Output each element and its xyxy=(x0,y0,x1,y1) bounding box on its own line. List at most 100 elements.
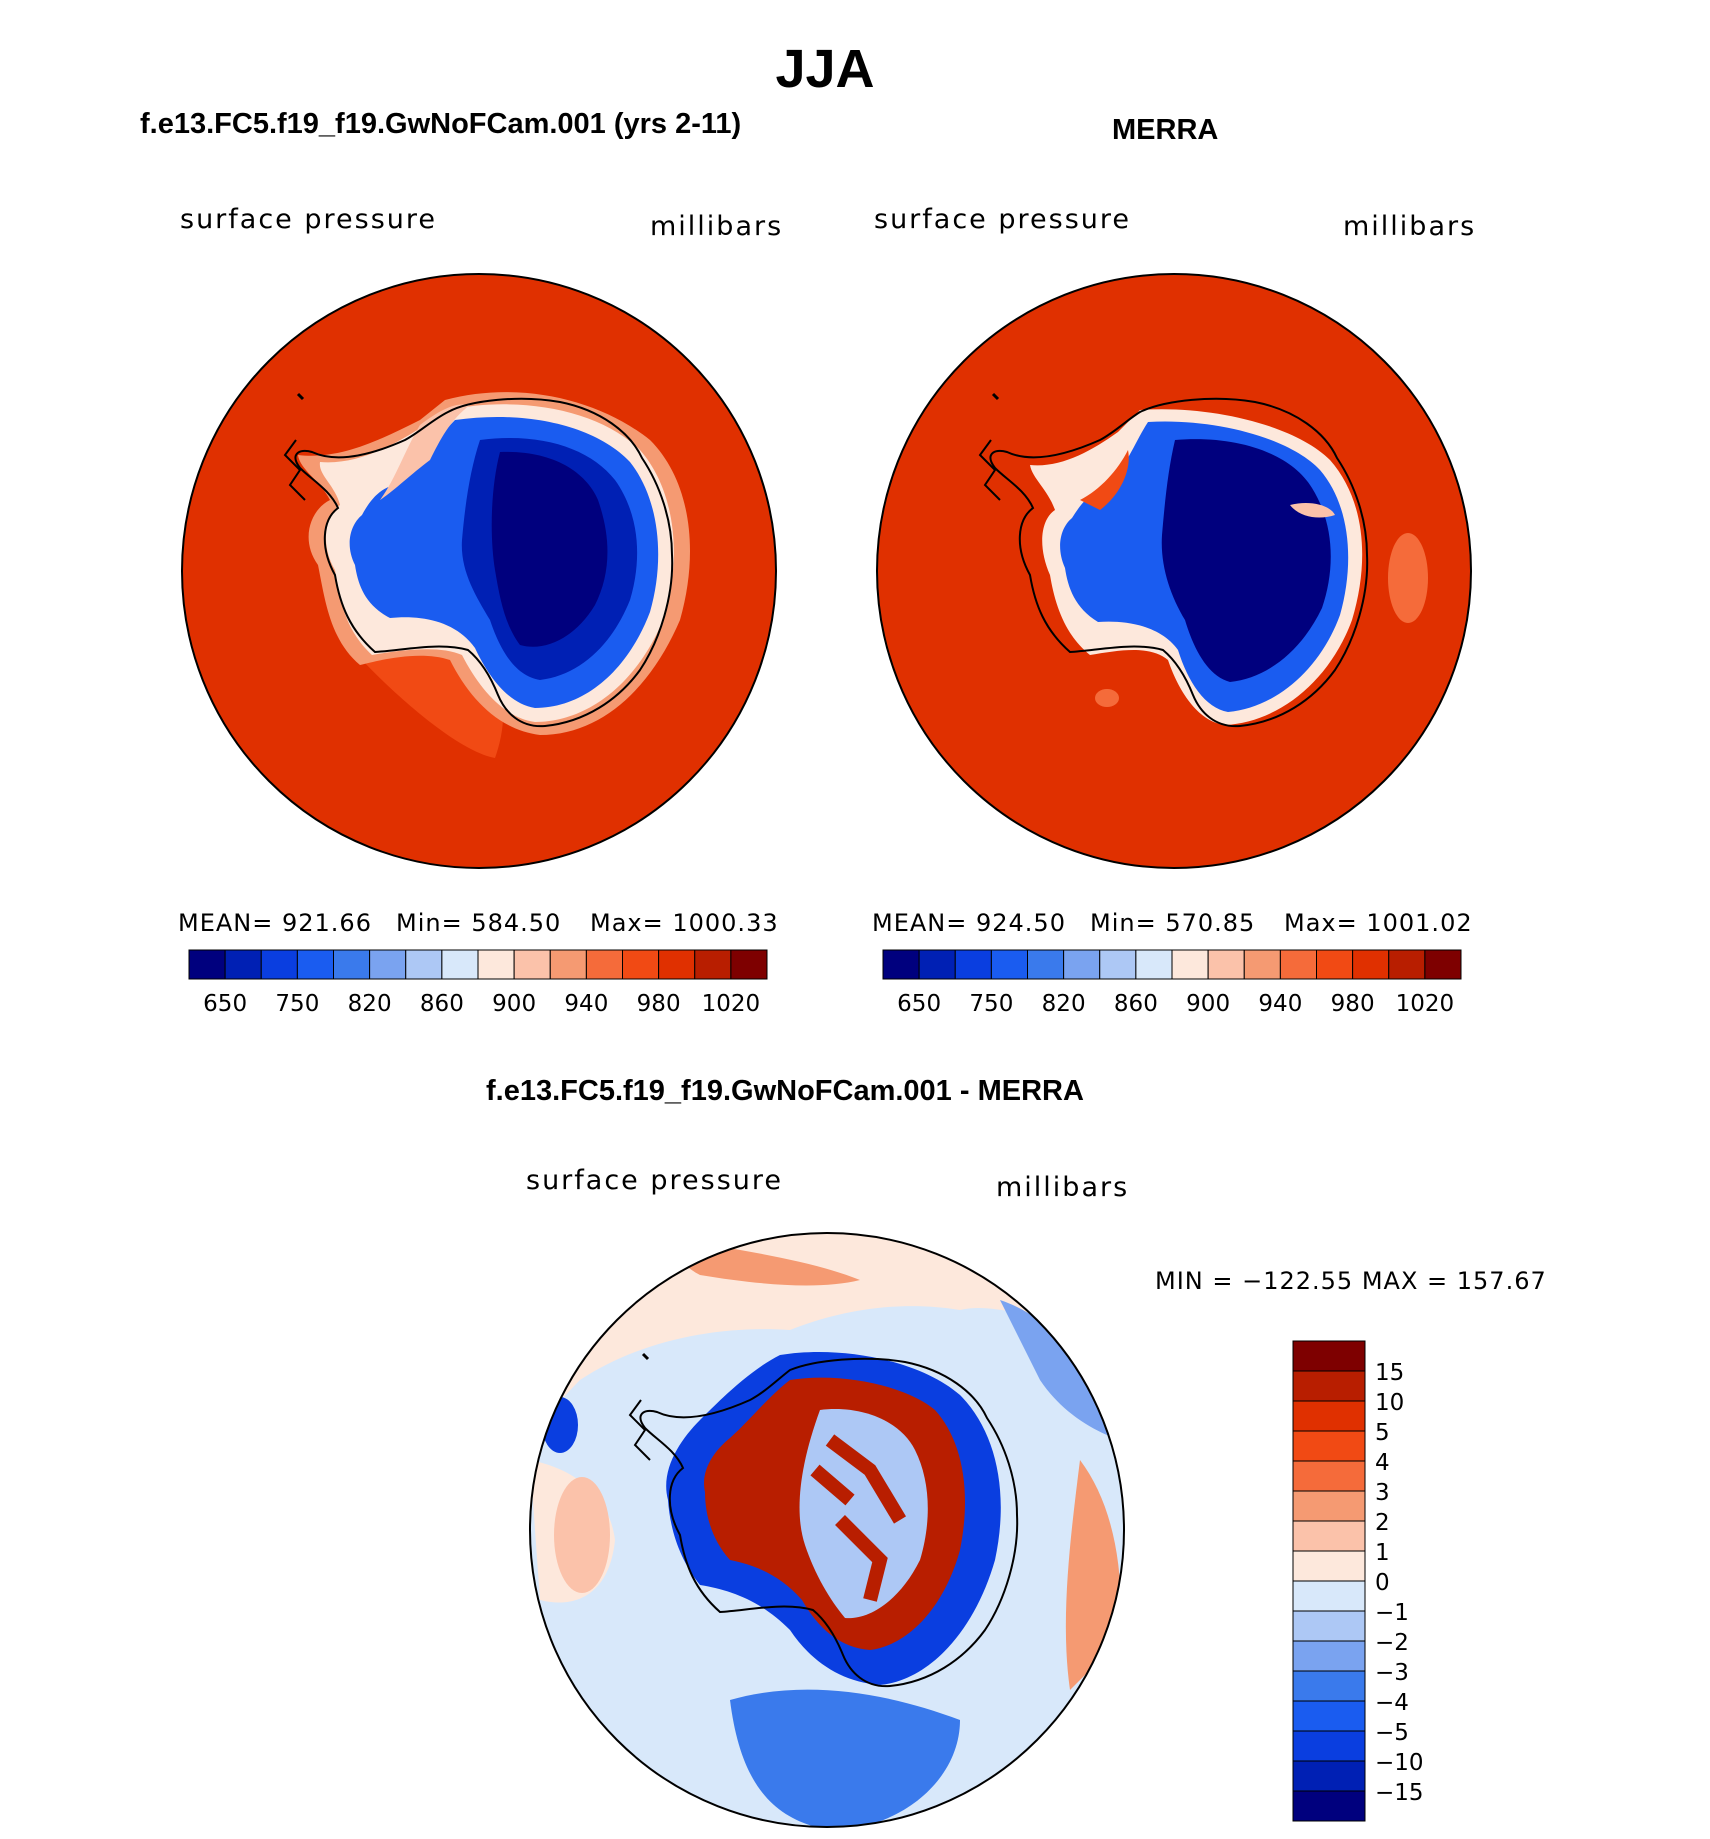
right-peninsula-tip xyxy=(978,439,1001,501)
left-colorbar-swatch xyxy=(188,949,226,980)
right-colorbar-tick: 980 xyxy=(1331,991,1375,1017)
diff-colorbar-tick: −10 xyxy=(1375,1750,1424,1776)
diff-west-island-cool xyxy=(542,1397,578,1453)
diff-colorbar-tick: 15 xyxy=(1375,1360,1404,1386)
right-colorbar-swatch xyxy=(1424,949,1462,980)
diff-colorbar-tick: 3 xyxy=(1375,1480,1390,1506)
diff-colorbar-swatch xyxy=(1292,1550,1366,1582)
diff-west-warm-core xyxy=(554,1477,610,1593)
left-colorbar-tick: 900 xyxy=(492,991,536,1017)
diff-north-warm xyxy=(530,1233,1124,1440)
left-colorbar-tick: 820 xyxy=(348,991,392,1017)
left-colorbar-tick: 980 xyxy=(637,991,681,1017)
right-colorbar-tick: 1020 xyxy=(1396,991,1455,1017)
right-mean-stat: MEAN= 924.50 xyxy=(872,909,1066,937)
right-plateau-core xyxy=(1161,439,1331,682)
left-colorbar-tick: 750 xyxy=(275,991,319,1017)
left-min-stat: Min= 584.50 xyxy=(396,909,562,937)
diff-colorbar-swatch xyxy=(1292,1430,1366,1462)
left-panel-title: f.e13.FC5.f19_f19.GwNoFCam.001 (yrs 2-11… xyxy=(140,108,742,140)
right-colorbar-tick: 650 xyxy=(897,991,941,1017)
diff-colorbar-swatch xyxy=(1292,1400,1366,1432)
right-island-mark xyxy=(991,392,1000,401)
diff-map-border xyxy=(529,1232,1125,1828)
diff-polar-map xyxy=(529,1232,1125,1828)
left-colorbar-swatch xyxy=(477,949,515,980)
diff-colorbar-swatch xyxy=(1292,1610,1366,1642)
left-colorbar-swatch xyxy=(585,949,623,980)
right-colorbar-swatch xyxy=(990,949,1028,980)
left-peninsula-tip xyxy=(283,439,306,501)
right-min-stat: Min= 570.85 xyxy=(1090,909,1256,937)
left-colorbar-swatch xyxy=(405,949,443,980)
right-max-stat: Max= 1001.02 xyxy=(1284,909,1473,937)
right-variable-label: surface pressure xyxy=(874,204,1131,235)
right-coast-inlet xyxy=(1290,503,1335,518)
diff-colorbar-tick: −15 xyxy=(1375,1780,1424,1806)
right-colorbar-swatch xyxy=(1135,949,1173,980)
left-plateau-core xyxy=(491,451,608,647)
left-colorbar-swatch xyxy=(694,949,732,980)
diff-panel-title: f.e13.FC5.f19_f19.GwNoFCam.001 - MERRA xyxy=(486,1075,1084,1107)
right-colorbar-swatch xyxy=(1099,949,1137,980)
diff-colorbar-swatch xyxy=(1292,1730,1366,1762)
diff-colorbar-swatch xyxy=(1292,1490,1366,1522)
left-colorbar-swatch xyxy=(296,949,334,980)
diff-colorbar-swatch xyxy=(1292,1700,1366,1732)
right-colorbar-tick: 750 xyxy=(969,991,1013,1017)
diff-colorbar-swatch xyxy=(1292,1340,1366,1372)
right-colorbar-swatch xyxy=(1063,949,1101,980)
diff-island-mark xyxy=(641,1352,650,1361)
left-units-label: millibars xyxy=(650,211,784,242)
diff-colorbar-tick: 4 xyxy=(1375,1450,1390,1476)
left-colorbar-tick: 860 xyxy=(420,991,464,1017)
left-colorbar-tick: 650 xyxy=(203,991,247,1017)
diff-colorbar-swatch xyxy=(1292,1460,1366,1492)
left-colorbar-swatch xyxy=(622,949,660,980)
left-colorbar-swatch xyxy=(513,949,551,980)
left-antarctica-coastline xyxy=(294,397,674,728)
right-units-label: millibars xyxy=(1343,211,1477,242)
right-antarctica-coastline xyxy=(989,397,1369,728)
diff-south-cool xyxy=(730,1689,960,1827)
diff-colorbar-tick: 10 xyxy=(1375,1390,1404,1416)
diff-colorbar-swatch xyxy=(1292,1790,1366,1822)
diff-colorbar-swatch xyxy=(1292,1370,1366,1402)
diff-colorbar-tick: 2 xyxy=(1375,1510,1390,1536)
right-colorbar-swatch xyxy=(1027,949,1065,980)
right-colorbar-swatch xyxy=(1388,949,1426,980)
diff-colorbar-swatch xyxy=(1292,1520,1366,1552)
right-anomaly-east xyxy=(1388,533,1428,623)
left-colorbar-swatch xyxy=(658,949,696,980)
diff-colorbar-tick: 0 xyxy=(1375,1570,1390,1596)
left-mean-stat: MEAN= 921.66 xyxy=(178,909,372,937)
right-colorbar-tick: 820 xyxy=(1042,991,1086,1017)
right-polar-map xyxy=(876,273,1472,869)
diff-colorbar-swatch xyxy=(1292,1670,1366,1702)
diff-colorbar-tick: −2 xyxy=(1375,1630,1409,1656)
left-variable-label: surface pressure xyxy=(180,204,437,235)
right-colorbar-swatch xyxy=(1279,949,1317,980)
right-colorbar-tick: 940 xyxy=(1258,991,1302,1017)
left-colorbar-swatch xyxy=(730,949,768,980)
right-colorbar: 650 750 820 860 900 940 980 1020 xyxy=(882,949,1462,1017)
right-colorbar-swatch xyxy=(918,949,956,980)
right-colorbar-swatch xyxy=(882,949,920,980)
diff-colorbar-tick: −4 xyxy=(1375,1690,1409,1716)
left-colorbar-swatch xyxy=(333,949,371,980)
diff-colorbar-tick: −1 xyxy=(1375,1600,1409,1626)
diff-colorbar-swatch xyxy=(1292,1760,1366,1792)
diff-interior-mixed xyxy=(799,1409,928,1619)
right-ridge-patch xyxy=(1080,450,1129,510)
left-ridge-patch xyxy=(380,404,470,500)
right-colorbar-tick: 900 xyxy=(1186,991,1230,1017)
right-colorbar-swatch xyxy=(1171,949,1209,980)
left-colorbar: 650 750 820 860 900 940 980 1020 xyxy=(188,949,768,1017)
right-map-border xyxy=(876,273,1472,869)
left-map-border xyxy=(181,273,777,869)
left-colorbar-swatch xyxy=(224,949,262,980)
diff-colorbar-tick: 1 xyxy=(1375,1540,1390,1566)
diff-units-label: millibars xyxy=(996,1172,1130,1203)
